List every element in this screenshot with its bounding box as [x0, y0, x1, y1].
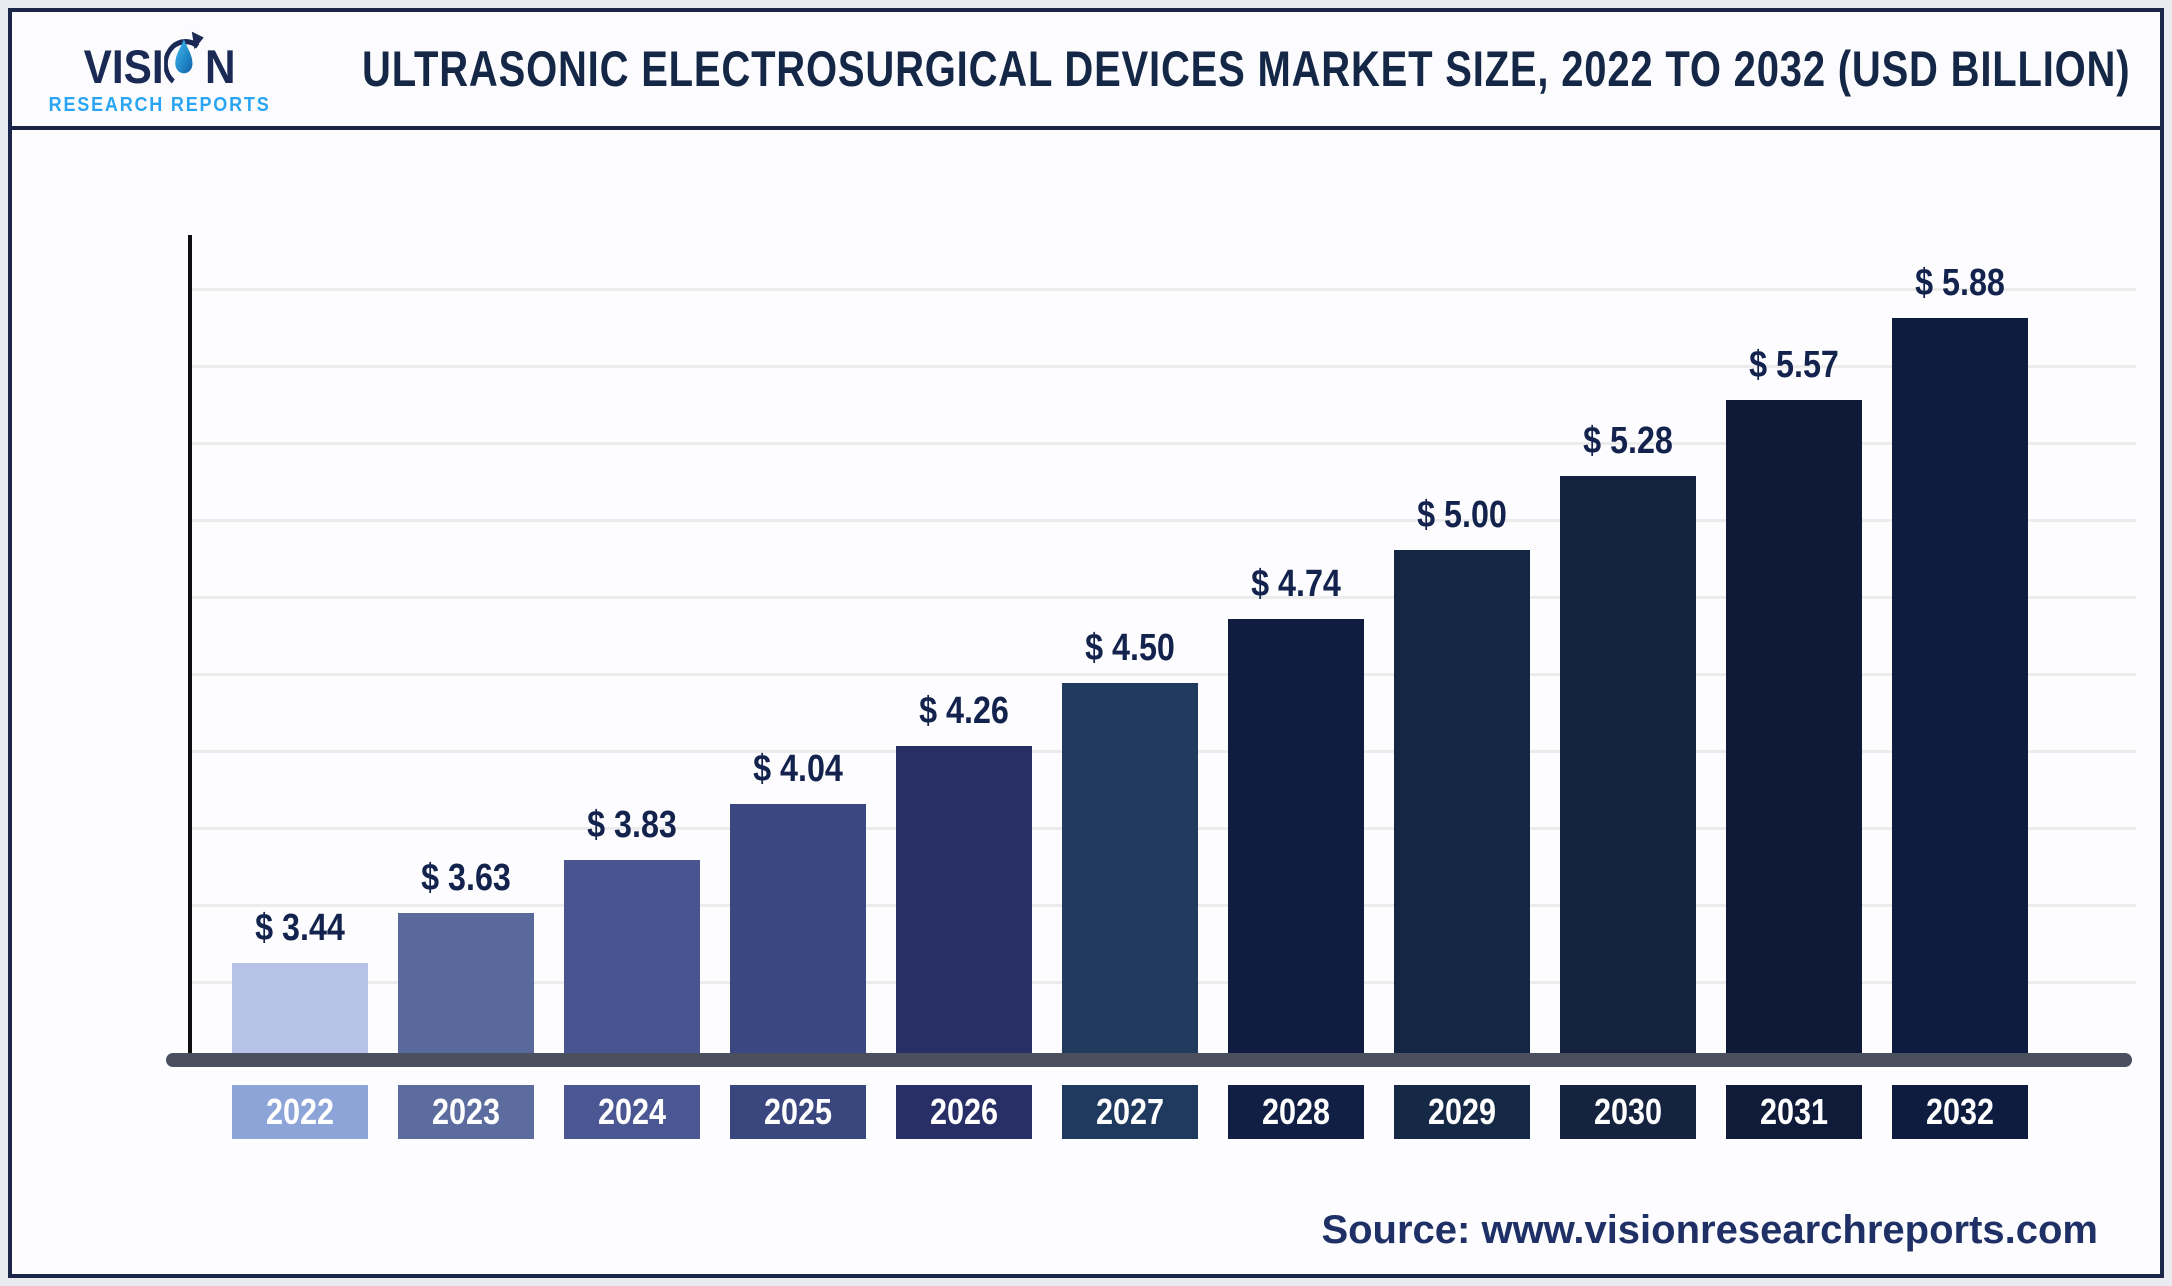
- header: VISI N RESEARCH REPORT: [12, 12, 2160, 130]
- x-axis-label-2027: 2027: [1062, 1085, 1198, 1139]
- x-axis-label-text: 2022: [265, 1091, 335, 1132]
- bar-value-label-2032: $ 5.88: [1915, 262, 2005, 304]
- title-area: ULTRASONIC ELECTROSURGICAL DEVICES MARKE…: [332, 40, 2160, 98]
- bar-2027: $ 4.50: [1062, 627, 1198, 1053]
- page-title: ULTRASONIC ELECTROSURGICAL DEVICES MARKE…: [361, 41, 2131, 97]
- bar-2024: $ 3.83: [564, 804, 700, 1053]
- logo-text-pre: VISI: [83, 39, 164, 93]
- bar-value-label-2025: $ 4.04: [753, 748, 843, 790]
- x-axis-label-text: 2026: [929, 1091, 999, 1132]
- bar-2025: $ 4.04: [730, 748, 866, 1053]
- x-axis-baseline: [166, 1053, 2132, 1067]
- x-axis-label-text: 2028: [1261, 1091, 1331, 1132]
- bar-value-label-2028: $ 4.74: [1251, 563, 1341, 605]
- y-axis-line: [188, 235, 192, 1067]
- water-drop-arrow-icon: [164, 31, 205, 83]
- logo-subtitle: RESEARCH REPORTS: [48, 93, 271, 116]
- bar-2028: $ 4.74: [1228, 563, 1364, 1053]
- bar-2031: $ 5.57: [1726, 344, 1862, 1053]
- x-axis-label-text: 2027: [1095, 1091, 1165, 1132]
- x-axis-label-2031: 2031: [1726, 1085, 1862, 1139]
- x-axis-label-2028: 2028: [1228, 1085, 1364, 1139]
- bar-value-label-2029: $ 5.00: [1417, 494, 1507, 536]
- x-axis-label-text: 2032: [1925, 1091, 1995, 1132]
- gridline: [192, 519, 2136, 522]
- bar-value-label-2030: $ 5.28: [1583, 420, 1673, 462]
- bar-value-label-2022: $ 3.44: [255, 907, 345, 949]
- x-axis-label-2029: 2029: [1394, 1085, 1530, 1139]
- gridline: [192, 596, 2136, 599]
- gridline: [192, 288, 2136, 291]
- x-axis-label-2026: 2026: [896, 1085, 1032, 1139]
- x-axis-label-2025: 2025: [730, 1085, 866, 1139]
- gridline: [192, 365, 2136, 368]
- bar-2022: $ 3.44: [232, 907, 368, 1053]
- bar-value-label-2023: $ 3.63: [421, 857, 511, 899]
- bar-2030: $ 5.28: [1560, 420, 1696, 1053]
- x-axis-label-2024: 2024: [564, 1085, 700, 1139]
- x-axis-label-text: 2024: [597, 1091, 667, 1132]
- bar-2029: $ 5.00: [1394, 494, 1530, 1053]
- bar-value-label-2027: $ 4.50: [1085, 627, 1175, 669]
- bar-2032: $ 5.88: [1892, 262, 2028, 1053]
- bar-2023: $ 3.63: [398, 857, 534, 1053]
- gridline: [192, 442, 2136, 445]
- x-axis-label-2030: 2030: [1560, 1085, 1696, 1139]
- logo: VISI N RESEARCH REPORT: [16, 22, 304, 117]
- x-axis-label-2022: 2022: [232, 1085, 368, 1139]
- bar-chart: Source: www.visionresearchreports.com $ …: [12, 130, 2160, 1270]
- x-axis-label-text: 2025: [763, 1091, 833, 1132]
- source-text: Source: www.visionresearchreports.com: [1321, 1208, 2098, 1252]
- chart-frame: VISI N RESEARCH REPORT: [8, 8, 2164, 1278]
- x-axis-label-text: 2030: [1593, 1091, 1663, 1132]
- bar-value-label-2026: $ 4.26: [919, 690, 1009, 732]
- bar-2026: $ 4.26: [896, 690, 1032, 1053]
- x-axis-label-text: 2023: [431, 1091, 501, 1132]
- logo-brand: VISI N: [84, 22, 236, 90]
- x-axis-label-text: 2031: [1759, 1091, 1829, 1132]
- x-axis-label-2023: 2023: [398, 1085, 534, 1139]
- x-axis-label-text: 2029: [1427, 1091, 1497, 1132]
- x-axis-label-2032: 2032: [1892, 1085, 2028, 1139]
- logo-text-post: N: [204, 39, 236, 93]
- bar-value-label-2024: $ 3.83: [587, 804, 677, 846]
- bar-value-label-2031: $ 5.57: [1749, 344, 1839, 386]
- gridline: [192, 673, 2136, 676]
